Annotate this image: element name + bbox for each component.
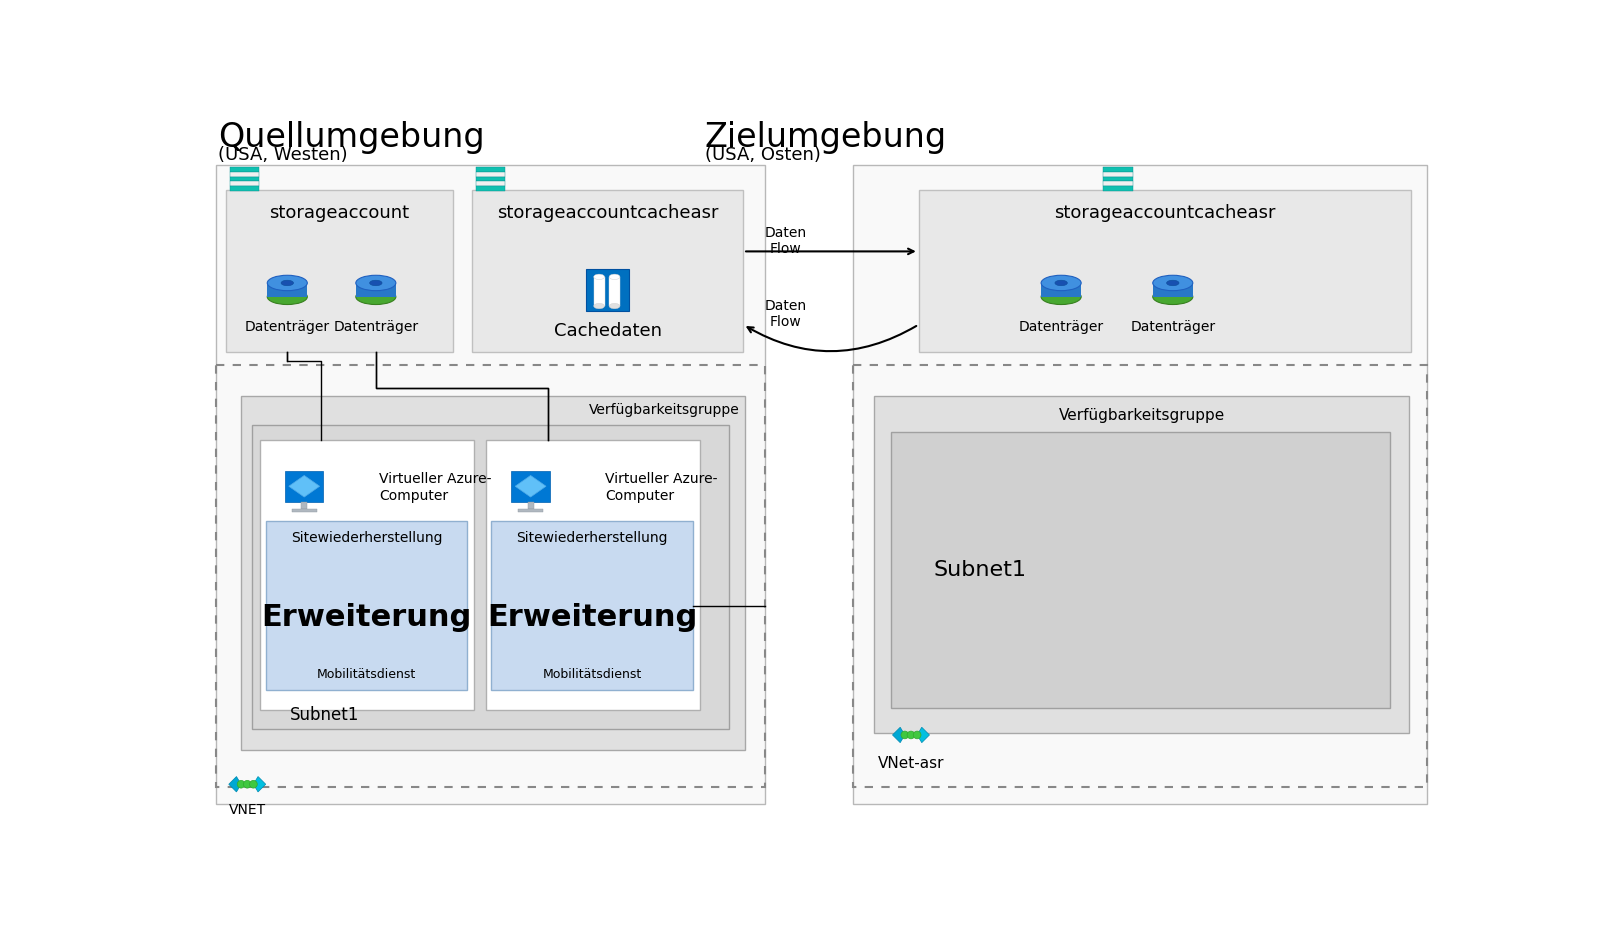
Bar [267, 283, 307, 297]
Bar [229, 181, 259, 186]
Ellipse shape [608, 274, 620, 279]
Text: Daten
Flow: Daten Flow [764, 226, 807, 256]
Text: VNET: VNET [229, 803, 266, 817]
Ellipse shape [1041, 290, 1081, 305]
Bar [594, 276, 605, 306]
Ellipse shape [355, 275, 395, 290]
Bar [355, 283, 395, 297]
Circle shape [250, 780, 258, 788]
Text: storageaccount: storageaccount [269, 204, 410, 222]
Text: Datenträger: Datenträger [245, 320, 330, 334]
Circle shape [237, 780, 245, 788]
Bar [492, 521, 693, 690]
Bar [475, 181, 506, 186]
Bar [853, 366, 1426, 788]
Text: Verfügbarkeitsgruppe: Verfügbarkeitsgruppe [589, 403, 740, 417]
Circle shape [901, 731, 909, 739]
Bar [1041, 283, 1081, 297]
Bar [242, 396, 746, 750]
Bar [229, 172, 259, 177]
Bar [472, 190, 743, 352]
Ellipse shape [267, 290, 307, 305]
Text: Virtueller Azure-
Computer: Virtueller Azure- Computer [379, 473, 492, 503]
Bar [226, 190, 453, 352]
Text: Cachedaten: Cachedaten [554, 321, 661, 339]
Polygon shape [288, 476, 320, 497]
Ellipse shape [282, 280, 293, 286]
Text: Datenträger: Datenträger [1130, 320, 1215, 334]
Polygon shape [229, 776, 242, 791]
Polygon shape [516, 476, 546, 497]
Text: Mobilitätsdienst: Mobilitätsdienst [543, 668, 642, 681]
Bar [251, 425, 730, 728]
Ellipse shape [594, 274, 605, 279]
Bar [475, 177, 506, 181]
Bar [519, 509, 543, 512]
Circle shape [243, 780, 251, 788]
Ellipse shape [1041, 275, 1081, 290]
Text: Sitewiederherstellung: Sitewiederherstellung [291, 531, 442, 545]
Text: Virtueller Azure-
Computer: Virtueller Azure- Computer [605, 473, 717, 503]
Bar [1103, 166, 1134, 172]
Ellipse shape [355, 290, 395, 305]
Ellipse shape [1167, 280, 1178, 286]
Bar [527, 502, 533, 509]
Text: Erweiterung: Erweiterung [261, 603, 472, 632]
Bar [1153, 283, 1193, 297]
Text: Daten
Flow: Daten Flow [764, 299, 807, 329]
Polygon shape [917, 728, 930, 743]
Bar [475, 186, 506, 192]
Circle shape [908, 731, 914, 739]
Polygon shape [253, 776, 266, 791]
Bar [1103, 186, 1134, 192]
Ellipse shape [1153, 290, 1193, 305]
Bar [259, 440, 474, 710]
Bar [892, 432, 1390, 708]
Bar [586, 269, 629, 311]
Text: Subnet1: Subnet1 [933, 560, 1026, 580]
Text: Erweiterung: Erweiterung [487, 603, 698, 632]
Bar [487, 440, 700, 710]
Bar [475, 166, 506, 172]
Text: Verfügbarkeitsgruppe: Verfügbarkeitsgruppe [1058, 408, 1225, 423]
Bar [1103, 172, 1134, 177]
Bar [229, 177, 259, 181]
Text: VNet-asr: VNet-asr [877, 756, 945, 771]
Text: Sitewiederherstellung: Sitewiederherstellung [517, 531, 668, 545]
Ellipse shape [608, 304, 620, 308]
Text: (USA, Osten): (USA, Osten) [704, 146, 820, 164]
Bar [919, 190, 1412, 352]
Text: Mobilitätsdienst: Mobilitätsdienst [317, 668, 416, 681]
Bar [853, 165, 1426, 805]
Bar [1103, 181, 1134, 186]
Bar [511, 471, 549, 502]
Bar [285, 471, 323, 502]
Text: Datenträger: Datenträger [333, 320, 418, 334]
Text: Zielumgebung: Zielumgebung [704, 120, 946, 153]
Text: Quellumgebung: Quellumgebung [218, 120, 485, 153]
Bar [874, 396, 1409, 733]
Bar [216, 366, 765, 788]
Bar [608, 276, 620, 306]
Ellipse shape [594, 304, 605, 308]
Bar [216, 165, 765, 805]
Bar [229, 166, 259, 172]
Ellipse shape [1153, 275, 1193, 290]
Ellipse shape [267, 275, 307, 290]
Circle shape [913, 731, 921, 739]
Bar [1103, 177, 1134, 181]
Bar [229, 186, 259, 192]
Ellipse shape [370, 280, 383, 286]
Bar [266, 521, 467, 690]
Text: Datenträger: Datenträger [1018, 320, 1103, 334]
Ellipse shape [1055, 280, 1068, 286]
Polygon shape [892, 728, 905, 743]
Text: storageaccountcacheasr: storageaccountcacheasr [1055, 204, 1276, 222]
Text: Subnet1: Subnet1 [290, 706, 360, 724]
Bar [301, 502, 307, 509]
Text: storageaccountcacheasr: storageaccountcacheasr [496, 204, 719, 222]
Text: (USA, Westen): (USA, Westen) [218, 146, 347, 164]
Bar [291, 509, 317, 512]
Bar [475, 172, 506, 177]
